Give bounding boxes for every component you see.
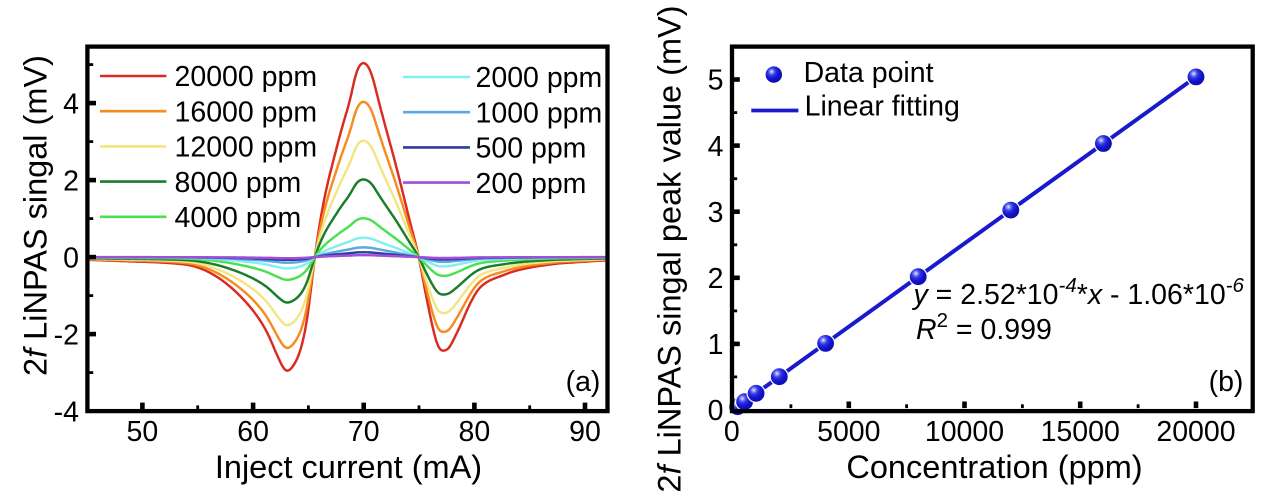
- svg-text:0: 0: [708, 395, 724, 427]
- svg-text:2000 ppm: 2000 ppm: [476, 62, 603, 94]
- svg-text:2f LiNPAS singal peak value (m: 2f LiNPAS singal peak value (mV): [652, 5, 688, 492]
- svg-text:Linear fitting: Linear fitting: [805, 91, 960, 123]
- svg-text:70: 70: [348, 416, 380, 448]
- svg-text:60: 60: [237, 416, 269, 448]
- svg-text:20000 ppm: 20000 ppm: [175, 61, 318, 93]
- svg-text:2: 2: [63, 165, 79, 197]
- svg-text:Concentration (ppm): Concentration (ppm): [846, 449, 1142, 485]
- svg-text:50: 50: [127, 416, 159, 448]
- svg-text:12000 ppm: 12000 ppm: [175, 132, 318, 164]
- svg-text:10000: 10000: [925, 416, 1004, 448]
- svg-text:Data point: Data point: [804, 57, 934, 89]
- svg-text:500 ppm: 500 ppm: [476, 133, 587, 165]
- svg-text:4: 4: [63, 88, 79, 120]
- svg-text:3: 3: [708, 197, 724, 229]
- svg-text:1: 1: [708, 329, 724, 361]
- svg-text:80: 80: [459, 416, 491, 448]
- svg-text:-2: -2: [54, 319, 79, 351]
- svg-text:1000 ppm: 1000 ppm: [476, 97, 603, 129]
- svg-text:(a): (a): [566, 366, 601, 398]
- svg-text:y = 2.52*10-4*x - 1.06*10-6: y = 2.52*10-4*x - 1.06*10-6: [912, 274, 1245, 311]
- svg-text:16000 ppm: 16000 ppm: [175, 96, 318, 128]
- svg-text:90: 90: [569, 416, 601, 448]
- svg-text:5000: 5000: [817, 416, 880, 448]
- svg-text:4000 ppm: 4000 ppm: [175, 202, 302, 234]
- svg-text:R2 = 0.999: R2 = 0.999: [916, 309, 1052, 346]
- svg-text:-4: -4: [54, 396, 79, 428]
- svg-text:15000: 15000: [1041, 416, 1120, 448]
- svg-text:0: 0: [63, 242, 79, 274]
- svg-text:200 ppm: 200 ppm: [476, 168, 587, 200]
- svg-text:4: 4: [708, 131, 724, 163]
- svg-text:(b): (b): [1209, 366, 1244, 398]
- svg-text:20000: 20000: [1156, 416, 1235, 448]
- svg-text:Inject current (mA): Inject current (mA): [215, 449, 482, 485]
- svg-text:2f LiNPAS singal (mV): 2f LiNPAS singal (mV): [17, 55, 53, 376]
- svg-text:5: 5: [708, 65, 724, 97]
- svg-text:2: 2: [708, 263, 724, 295]
- svg-text:8000 ppm: 8000 ppm: [175, 167, 302, 199]
- svg-text:0: 0: [724, 416, 740, 448]
